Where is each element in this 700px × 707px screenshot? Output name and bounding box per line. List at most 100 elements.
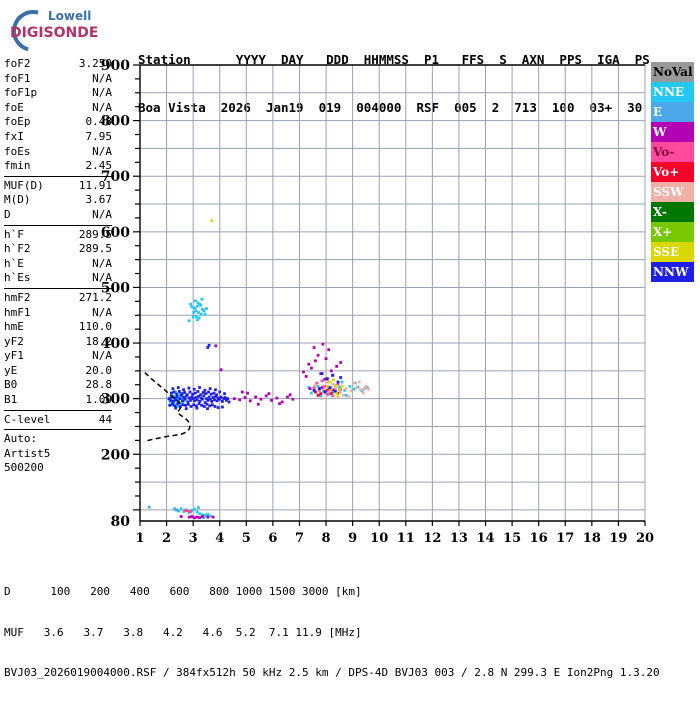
data-point <box>193 306 196 310</box>
data-point <box>191 392 195 396</box>
data-point <box>169 398 172 402</box>
data-point <box>344 393 348 397</box>
param-key: C-level <box>4 412 51 426</box>
legend-item-vo[interactable]: Vo- <box>651 142 694 162</box>
legend-item-w[interactable]: W <box>651 122 694 142</box>
data-point <box>246 391 250 395</box>
data-point <box>184 403 188 407</box>
data-point <box>206 512 210 516</box>
data-point <box>307 362 311 366</box>
data-point <box>207 390 210 394</box>
data-point <box>320 379 324 383</box>
footer-file-row: BVJ03_2026019004000.RSF / 384fx512h 50 k… <box>4 666 660 679</box>
param-key: fxI <box>4 129 24 143</box>
data-point <box>359 388 363 392</box>
data-point <box>224 398 228 402</box>
data-point <box>192 403 196 407</box>
y-axis-labels: 200 300 400 500 600 700 800 900 80 <box>101 58 130 530</box>
data-point <box>352 387 356 391</box>
param-value: N/A <box>92 256 112 270</box>
legend-item-nnw[interactable]: NNW <box>651 262 694 282</box>
ionogram-plot: 200 300 400 500 600 700 800 900 80 1 2 3 4 5 6 7 8 9 10 11 1… <box>101 58 654 546</box>
data-point <box>194 314 198 318</box>
data-point <box>171 400 175 403</box>
data-point <box>173 404 177 408</box>
param-key: yF1 <box>4 349 24 363</box>
x-tick-label: 16 <box>530 531 548 546</box>
series-w <box>179 342 343 520</box>
auto-scaler-line: Auto: <box>4 432 38 446</box>
data-point <box>199 393 202 397</box>
legend-item-x[interactable]: X+ <box>651 222 694 242</box>
data-point <box>248 399 252 403</box>
data-point <box>197 395 200 398</box>
data-point <box>202 405 206 408</box>
legend-item-vo[interactable]: Vo+ <box>651 162 694 182</box>
data-point <box>355 386 359 389</box>
param-key: D <box>4 207 11 221</box>
data-point <box>176 402 180 406</box>
data-point <box>197 402 201 406</box>
data-point <box>180 392 184 396</box>
ionospheric-parameters-panel: foF2 3.250 foF1 N/A foF1p N/A foE N/A foEp 0.48 fx… <box>4 57 112 476</box>
x-tick-label: 9 <box>348 531 357 546</box>
data-point <box>195 510 199 514</box>
param-row-hmf1: hmF1 N/A <box>4 306 112 321</box>
param-row-hmf2: hmF2 271.2 <box>4 291 112 306</box>
x-tick-label: 5 <box>242 531 251 546</box>
data-point <box>185 393 189 397</box>
data-point <box>275 396 279 400</box>
legend-item-e[interactable]: E <box>651 102 694 122</box>
param-value: 20.0 <box>85 363 113 377</box>
data-point <box>218 390 222 394</box>
data-point <box>254 395 258 399</box>
data-point <box>171 402 174 406</box>
data-point <box>174 406 178 410</box>
legend-item-sse[interactable]: SSE <box>651 242 694 262</box>
data-point <box>243 396 247 399</box>
data-point <box>186 402 190 406</box>
data-point <box>335 365 339 368</box>
param-value: 7.95 <box>85 129 113 143</box>
data-point <box>182 396 186 399</box>
data-point <box>207 395 211 399</box>
legend-item-x[interactable]: X- <box>651 202 694 222</box>
series-nnw <box>167 343 343 411</box>
data-point <box>181 403 185 407</box>
legend-item-noval[interactable]: NoVal <box>651 62 694 82</box>
data-point <box>210 403 214 407</box>
param-row-d: D N/A <box>4 208 112 223</box>
param-row-hme: hmE 110.0 <box>4 320 112 335</box>
data-point <box>192 387 196 391</box>
data-point <box>200 403 204 407</box>
param-key: B1 <box>4 393 18 407</box>
y-tick-label: 600 <box>101 225 130 241</box>
legend-item-nne[interactable]: NNE <box>651 82 694 102</box>
data-point <box>337 388 341 392</box>
legend-item-ssw[interactable]: SSW <box>651 182 694 202</box>
ionogram-page: Lowell DIGISONDE Station YYYY DAY DDD HH… <box>4 2 694 679</box>
param-row-fxi: fxI 7.95 <box>4 130 112 145</box>
footer-distance-row: D 100 200 400 600 800 1000 1500 3000 [km… <box>4 585 362 598</box>
param-value: 11.91 <box>78 178 112 192</box>
data-point <box>319 394 323 398</box>
data-point <box>209 514 212 518</box>
data-point <box>288 393 292 397</box>
data-point <box>314 390 317 394</box>
data-point <box>312 386 316 389</box>
param-row-foe: foE N/A <box>4 101 112 116</box>
series-sse <box>210 219 344 397</box>
param-row-yf2: yF2 18.2 <box>4 335 112 350</box>
data-point <box>198 400 202 403</box>
data-point <box>214 395 218 398</box>
data-point <box>220 405 224 409</box>
data-point <box>367 387 370 391</box>
data-point <box>219 395 223 399</box>
x-tick-label: 19 <box>609 531 627 546</box>
data-point <box>226 397 230 401</box>
data-point <box>179 507 183 511</box>
x-tick-label: 14 <box>476 531 494 546</box>
x-tick-label: 3 <box>189 531 198 546</box>
param-row-fof1: foF1 N/A <box>4 72 112 87</box>
data-point <box>336 380 340 384</box>
